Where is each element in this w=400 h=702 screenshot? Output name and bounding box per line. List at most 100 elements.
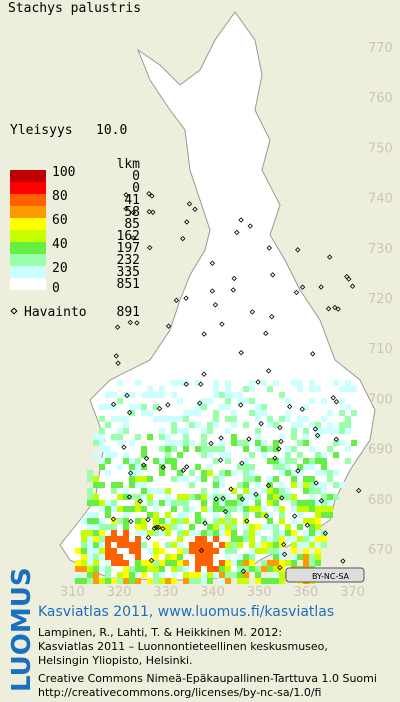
cell	[315, 458, 321, 464]
cell	[303, 434, 309, 440]
cell	[141, 404, 147, 410]
cell	[273, 506, 279, 512]
cell	[291, 518, 297, 524]
cell	[123, 530, 129, 536]
cell	[339, 422, 345, 428]
cell	[315, 518, 321, 524]
cell	[279, 554, 285, 560]
cell	[321, 488, 327, 494]
cell	[117, 560, 123, 566]
cell	[267, 500, 273, 506]
cell	[207, 452, 213, 458]
observation-dot	[201, 331, 207, 337]
cell	[111, 482, 117, 488]
cell	[171, 578, 177, 584]
cell	[195, 536, 201, 542]
cell	[345, 428, 351, 434]
cell	[243, 512, 249, 518]
cell	[315, 482, 321, 488]
legend-swatch	[10, 278, 46, 290]
observation-dot	[344, 273, 350, 280]
cell	[105, 554, 111, 560]
cell	[315, 560, 321, 566]
cell	[261, 446, 267, 452]
cell	[225, 380, 231, 386]
cell	[225, 398, 231, 404]
headline: Kasviatlas 2011, www.luomus.fi/kasviatla…	[38, 604, 334, 620]
cell	[177, 566, 183, 572]
cell	[93, 434, 99, 440]
cell	[141, 572, 147, 578]
cell	[93, 566, 99, 572]
cell	[267, 536, 273, 542]
cell	[105, 542, 111, 548]
cell	[339, 428, 345, 434]
cell	[135, 380, 141, 386]
cell	[129, 482, 135, 488]
cell	[201, 518, 207, 524]
cell	[291, 554, 297, 560]
cell	[183, 578, 189, 584]
observation-dot	[263, 330, 269, 337]
cell	[243, 530, 249, 536]
cell	[135, 458, 141, 464]
observation-dot	[151, 525, 157, 532]
cell	[195, 422, 201, 428]
cell	[291, 530, 297, 536]
cell	[327, 506, 333, 512]
cell	[345, 380, 351, 386]
cell	[99, 464, 105, 470]
cell	[111, 578, 117, 584]
cell	[153, 566, 159, 572]
cell	[297, 536, 303, 542]
cell	[141, 488, 147, 494]
cell	[231, 392, 237, 398]
cell	[237, 560, 243, 566]
cell	[117, 518, 123, 524]
cell	[201, 404, 207, 410]
cell	[147, 476, 153, 482]
cell	[219, 578, 225, 584]
cell	[189, 422, 195, 428]
cell	[285, 398, 291, 404]
cell	[75, 566, 81, 572]
cell	[87, 500, 93, 506]
cell	[213, 506, 219, 512]
cell	[195, 494, 201, 500]
observation-dot	[356, 487, 362, 494]
legend-count: 851	[117, 277, 140, 292]
cell	[279, 458, 285, 464]
cell	[87, 548, 93, 554]
cell	[171, 446, 177, 452]
observation-dot	[126, 409, 133, 416]
cell	[267, 524, 273, 530]
cell	[345, 422, 351, 428]
cell	[111, 500, 117, 506]
cell	[279, 566, 285, 572]
cell	[225, 392, 231, 398]
cell	[273, 548, 279, 554]
cell	[117, 464, 123, 470]
cell	[279, 578, 285, 584]
cell	[81, 518, 87, 524]
cell	[153, 578, 159, 584]
citation-line: Kasviatlas 2011 – Luonnontieteellinen ke…	[38, 640, 328, 653]
observation-dot	[240, 568, 247, 574]
observation-dot	[130, 209, 137, 216]
cell	[201, 554, 207, 560]
cell	[93, 440, 99, 446]
legend-count: 58	[124, 205, 140, 220]
cell	[291, 458, 297, 464]
cell	[309, 488, 315, 494]
observation-dot	[208, 440, 214, 447]
cell	[231, 524, 237, 530]
cell	[81, 560, 87, 566]
cell	[297, 386, 303, 392]
cell	[195, 542, 201, 548]
cell	[117, 434, 123, 440]
cell	[135, 542, 141, 548]
cell	[291, 482, 297, 488]
cell	[177, 524, 183, 530]
cell	[213, 572, 219, 578]
cell	[171, 500, 177, 506]
